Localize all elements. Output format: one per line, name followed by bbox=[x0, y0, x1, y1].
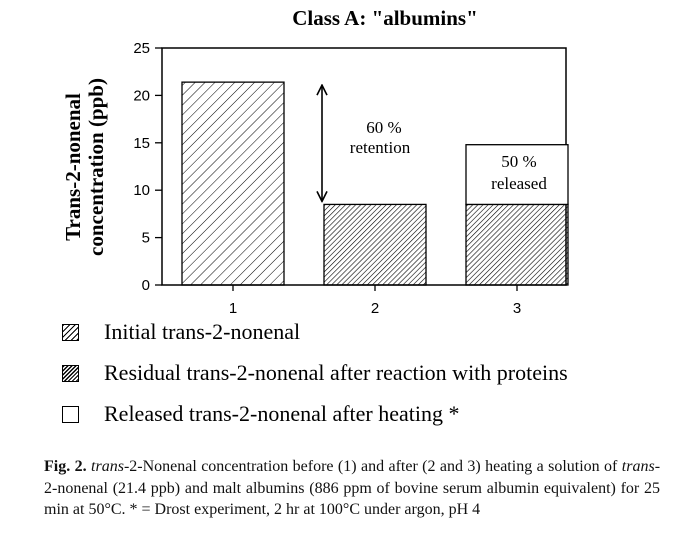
chart-title: Class A: "albumins" bbox=[292, 6, 478, 30]
annotation-released-percent: 50 % bbox=[501, 152, 536, 171]
legend-item-released: Released trans-2-nonenal after heating * bbox=[62, 400, 460, 428]
y-tick-label: 20 bbox=[133, 87, 150, 104]
annotation-released-label: released bbox=[491, 174, 547, 193]
x-tick-label: 2 bbox=[371, 300, 379, 317]
y-tick-label: 5 bbox=[142, 230, 150, 247]
y-tick-label: 15 bbox=[133, 135, 150, 152]
bar-dense-hatch-cat-2 bbox=[323, 203, 427, 286]
bar-chart: Class A: "albumins" Trans-2-nonenal conc… bbox=[61, 6, 569, 317]
legend-label: Residual trans-2-nonenal after reaction … bbox=[104, 360, 568, 385]
x-tick-label: 3 bbox=[513, 300, 521, 317]
x-tick-label: 1 bbox=[229, 300, 237, 317]
bar-empty-cat-3 bbox=[465, 144, 569, 206]
legend-label: Initial trans-2-nonenal bbox=[104, 319, 301, 344]
caption-segment: -2-Nonenal concentration before (1) and … bbox=[123, 458, 622, 475]
y-tick-label: 0 bbox=[142, 277, 150, 294]
y-tick-label: 25 bbox=[133, 40, 150, 57]
y-tick-label: 10 bbox=[133, 182, 150, 199]
legend-item-residual: Residual trans-2-nonenal after reaction … bbox=[62, 359, 568, 387]
bars-group bbox=[181, 81, 569, 286]
legend-item-initial: Initial trans-2-nonenal bbox=[62, 318, 300, 346]
legend-swatch-dense-hatch bbox=[62, 364, 79, 382]
caption-text: trans-2-Nonenal concentration before (1)… bbox=[44, 458, 660, 518]
annotations-group: 60 %retention 50 % released bbox=[322, 85, 547, 201]
legend-swatch-empty bbox=[62, 405, 79, 423]
caption-segment: trans bbox=[91, 458, 124, 475]
legend-swatch-light-hatch bbox=[62, 323, 79, 341]
annotation-retention-percent: 60 % bbox=[366, 118, 401, 137]
bar-dense-hatch-cat-3 bbox=[465, 203, 569, 286]
annotation-retention-label: retention bbox=[350, 138, 411, 157]
caption-segment: -2-nonenal (21.4 ppb) and malt albumins … bbox=[44, 458, 661, 518]
figure-caption: Fig. 2. trans-2-Nonenal concentration be… bbox=[44, 456, 660, 521]
legend-label: Released trans-2-nonenal after heating * bbox=[104, 401, 460, 426]
y-axis-label-line2: concentration (ppb) bbox=[84, 78, 108, 256]
y-axis-label-line1: Trans-2-nonenal bbox=[61, 93, 85, 241]
bar-light-hatch-cat-1 bbox=[181, 81, 285, 286]
caption-segment: trans bbox=[621, 458, 655, 475]
caption-fig-label: Fig. 2. bbox=[44, 458, 87, 475]
